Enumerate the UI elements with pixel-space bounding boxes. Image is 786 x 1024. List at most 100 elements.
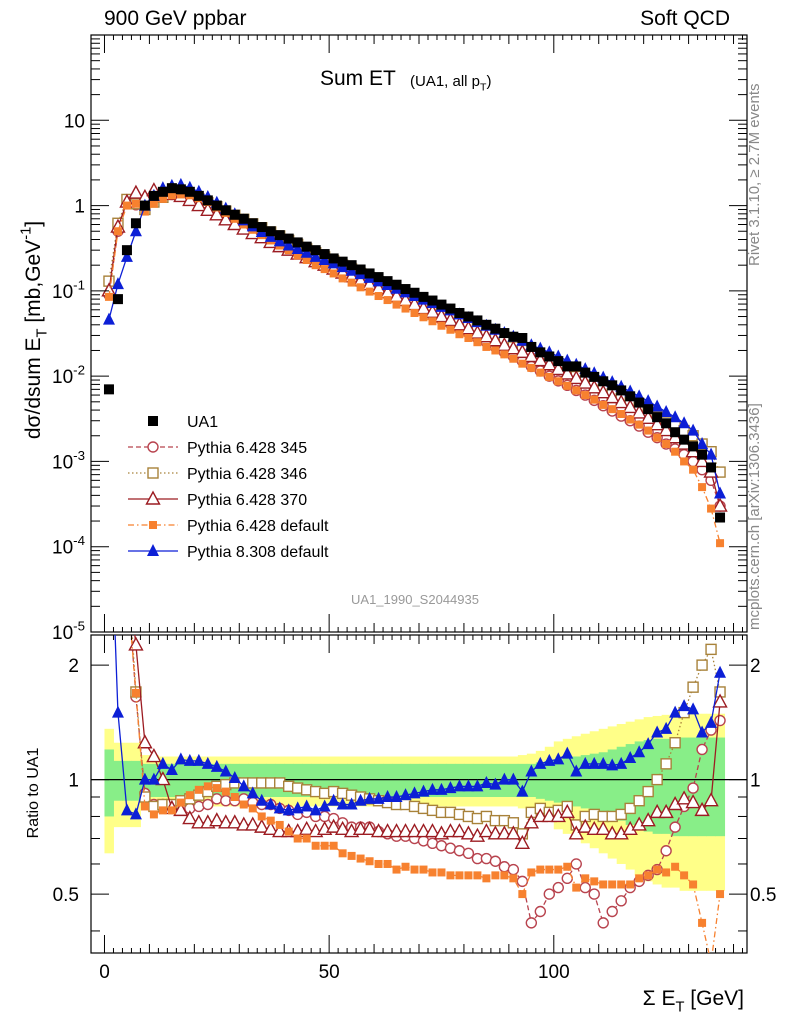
legend-item: UA1 [148,414,218,431]
data-point [478,328,495,343]
band-inner [544,760,555,801]
band-inner [616,746,627,821]
ratio-point [586,820,602,836]
data-point [669,410,682,423]
ratio-point [218,814,234,829]
ratio-point [228,770,241,783]
data-point [523,348,540,363]
data-point [635,420,644,429]
series-line [108,193,721,507]
data-point [660,404,673,417]
data-point [580,367,591,378]
data-point [463,311,474,322]
ratio-point [408,786,421,799]
band-inner [436,763,447,798]
data-point [662,440,671,449]
data-point [553,356,564,367]
ratio-point [633,795,645,807]
series-1 [103,188,726,512]
ratio-point [615,895,627,907]
ratio-point [473,871,482,880]
data-point [599,400,608,409]
ratio-point [617,880,626,889]
data-point [184,186,195,197]
data-point [652,412,663,423]
ratio-point [487,825,504,840]
data-point [193,190,204,201]
ratio-point [687,782,699,794]
data-point [347,278,356,287]
ratio-point [263,820,279,836]
ratio-point [419,865,428,874]
ratio-point [182,810,198,825]
ratio-point [345,797,358,810]
band-inner [715,737,726,837]
data-point [568,369,584,385]
ratio-y-tick-label-right: 1 [750,771,761,792]
ratio-point [444,781,457,794]
data-point [634,397,645,408]
data-point [572,386,581,395]
data-point [509,354,518,363]
data-point [202,195,213,206]
ratio-point [570,858,582,870]
main-series [101,177,728,548]
ratio-point [687,702,700,715]
ratio-point [354,793,367,806]
data-point [220,205,231,216]
ratio-point [464,871,473,880]
data-point [382,276,393,287]
data-point [482,342,491,351]
band-inner [589,753,600,811]
ratio-line [130,635,721,953]
band-inner [661,738,672,834]
legend-item: Pythia 6.428 default [128,518,329,535]
data-point [446,325,455,334]
ratio-point [428,868,437,877]
ratio-point [703,792,719,807]
data-point [613,394,629,409]
band-inner [706,737,717,837]
ratio-point [149,810,158,819]
band-inner [445,763,456,798]
data-point [374,292,383,301]
ratio-point [248,804,257,813]
ratio-point [660,758,672,770]
data-point [535,347,546,358]
chart-title: Sum ET [320,67,396,90]
ratio-point [365,857,374,866]
ratio-series [111,635,728,953]
ratio-point [561,746,574,759]
ratio-point [545,865,554,874]
ratio-point [334,820,351,836]
band-inner [347,763,357,798]
ratio-point [507,863,520,876]
ratio-point [640,812,656,827]
band-inner [652,738,663,834]
data-point [139,200,150,211]
series-3 [101,182,728,512]
legend-label: Pythia 8.308 default [187,544,329,561]
ratio-point [219,764,232,777]
chart-title-suffix: (UA1, all pT) [410,73,491,94]
ratio-point [590,877,599,886]
ratio-point [120,803,133,816]
band-inner [356,763,366,798]
data-point [442,311,459,327]
ratio-point [687,681,699,693]
ratio-point [525,917,538,929]
ratio-point [714,665,727,678]
data-point [131,199,140,208]
ratio-point [505,825,522,840]
ratio-point [500,871,509,880]
ratio-point [257,812,266,821]
ratio-point [615,808,627,821]
band-inner [176,763,186,798]
ratio-point [137,734,153,749]
ratio-point [478,823,495,838]
data-point [292,237,303,248]
ratio-point [597,756,610,769]
ratio-point [615,756,628,769]
header-right: Soft QCD [640,7,730,30]
ratio-point [658,803,674,819]
